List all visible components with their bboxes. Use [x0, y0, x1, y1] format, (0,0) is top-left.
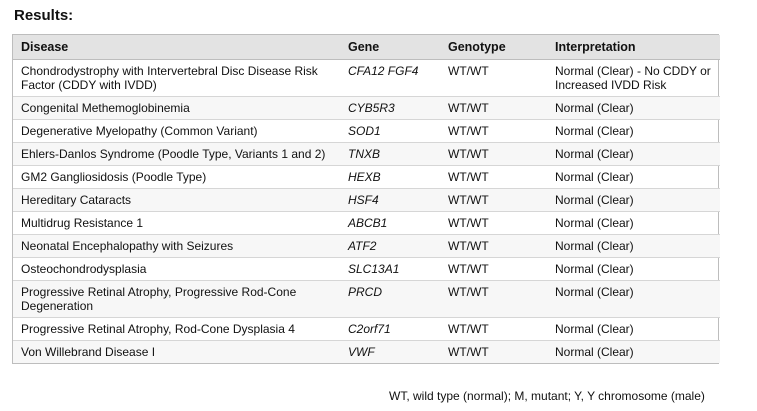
gene-cell: VWF — [340, 340, 440, 363]
disease-cell: Von Willebrand Disease I — [13, 340, 340, 363]
table-row: Progressive Retinal Atrophy, Progressive… — [13, 280, 720, 318]
genotype-cell: WT/WT — [440, 317, 547, 341]
disease-cell: Progressive Retinal Atrophy, Rod-Cone Dy… — [13, 317, 340, 341]
table-row: Hereditary Cataracts HSF4 WT/WT Normal (… — [13, 188, 720, 212]
table-row: Degenerative Myelopathy (Common Variant)… — [13, 119, 720, 143]
interpretation-cell: Normal (Clear) — [547, 317, 720, 341]
genotype-cell: WT/WT — [440, 340, 547, 363]
gene-cell: SLC13A1 — [340, 257, 440, 281]
genotype-cell: WT/WT — [440, 257, 547, 281]
table-body: Chondrodystrophy with Intervertebral Dis… — [13, 59, 720, 363]
interpretation-cell: Normal (Clear) — [547, 340, 720, 363]
interpretation-cell: Normal (Clear) — [547, 257, 720, 281]
disease-cell: Ehlers-Danlos Syndrome (Poodle Type, Var… — [13, 142, 340, 166]
gene-cell: ATF2 — [340, 234, 440, 258]
gene-cell: CYB5R3 — [340, 96, 440, 120]
disease-cell: Neonatal Encephalopathy with Seizures — [13, 234, 340, 258]
table-row: Congenital Methemoglobinemia CYB5R3 WT/W… — [13, 96, 720, 120]
gene-cell: TNXB — [340, 142, 440, 166]
header-disease: Disease — [13, 35, 340, 60]
genotype-cell: WT/WT — [440, 280, 547, 318]
gene-cell: ABCB1 — [340, 211, 440, 235]
gene-cell: HEXB — [340, 165, 440, 189]
interpretation-cell: Normal (Clear) — [547, 165, 720, 189]
table-header: Disease Gene Genotype Interpretation — [13, 35, 720, 60]
header-gene: Gene — [340, 35, 440, 60]
genotype-legend-footnote: WT, wild type (normal); M, mutant; Y, Y … — [389, 389, 705, 403]
header-interpretation: Interpretation — [547, 35, 720, 60]
interpretation-cell: Normal (Clear) — [547, 96, 720, 120]
table-row: Von Willebrand Disease I VWF WT/WT Norma… — [13, 340, 720, 363]
table-row: Progressive Retinal Atrophy, Rod-Cone Dy… — [13, 317, 720, 341]
results-table-container: Disease Gene Genotype Interpretation Cho… — [12, 34, 720, 364]
disease-cell: Chondrodystrophy with Intervertebral Dis… — [13, 59, 340, 97]
interpretation-cell: Normal (Clear) — [547, 142, 720, 166]
interpretation-cell: Normal (Clear) — [547, 234, 720, 258]
genotype-cell: WT/WT — [440, 188, 547, 212]
genotype-cell: WT/WT — [440, 234, 547, 258]
genotype-cell: WT/WT — [440, 165, 547, 189]
interpretation-cell: Normal (Clear) — [547, 119, 720, 143]
interpretation-cell: Normal (Clear) — [547, 211, 720, 235]
disease-cell: Progressive Retinal Atrophy, Progressive… — [13, 280, 340, 318]
gene-cell: CFA12 FGF4 — [340, 59, 440, 97]
table-row: Neonatal Encephalopathy with Seizures AT… — [13, 234, 720, 258]
interpretation-cell: Normal (Clear) - No CDDY or Increased IV… — [547, 59, 720, 97]
header-row: Disease Gene Genotype Interpretation — [13, 35, 720, 60]
table-row: Chondrodystrophy with Intervertebral Dis… — [13, 59, 720, 97]
genotype-cell: WT/WT — [440, 96, 547, 120]
disease-cell: Hereditary Cataracts — [13, 188, 340, 212]
interpretation-cell: Normal (Clear) — [547, 188, 720, 212]
gene-cell: HSF4 — [340, 188, 440, 212]
disease-cell: Multidrug Resistance 1 — [13, 211, 340, 235]
genotype-cell: WT/WT — [440, 211, 547, 235]
disease-cell: Congenital Methemoglobinemia — [13, 96, 340, 120]
header-genotype: Genotype — [440, 35, 547, 60]
results-table: Disease Gene Genotype Interpretation Cho… — [13, 35, 720, 363]
disease-cell: GM2 Gangliosidosis (Poodle Type) — [13, 165, 340, 189]
table-row: Ehlers-Danlos Syndrome (Poodle Type, Var… — [13, 142, 720, 166]
table-row: Osteochondrodysplasia SLC13A1 WT/WT Norm… — [13, 257, 720, 281]
table-row: Multidrug Resistance 1 ABCB1 WT/WT Norma… — [13, 211, 720, 235]
gene-cell: C2orf71 — [340, 317, 440, 341]
genotype-cell: WT/WT — [440, 142, 547, 166]
genotype-cell: WT/WT — [440, 119, 547, 143]
interpretation-cell: Normal (Clear) — [547, 280, 720, 318]
gene-cell: PRCD — [340, 280, 440, 318]
table-row: GM2 Gangliosidosis (Poodle Type) HEXB WT… — [13, 165, 720, 189]
disease-cell: Osteochondrodysplasia — [13, 257, 340, 281]
disease-cell: Degenerative Myelopathy (Common Variant) — [13, 119, 340, 143]
gene-cell: SOD1 — [340, 119, 440, 143]
genotype-cell: WT/WT — [440, 59, 547, 97]
results-heading: Results: — [14, 7, 74, 24]
